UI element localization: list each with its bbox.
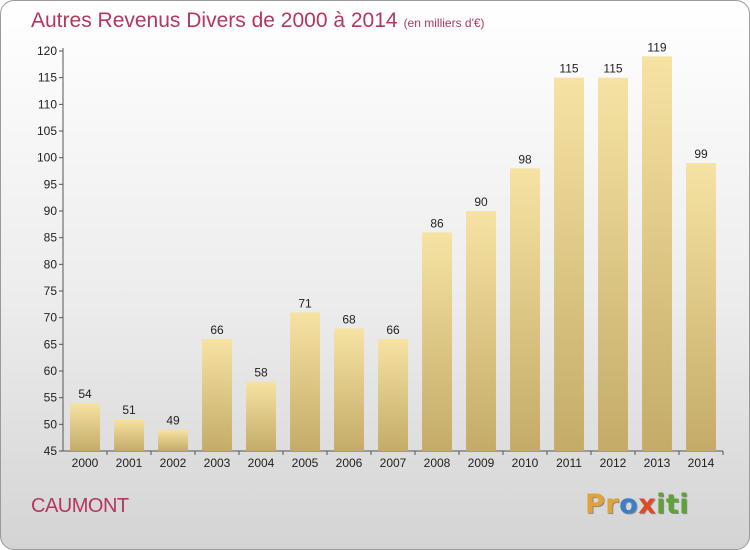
bars — [70, 56, 716, 452]
bar-value-label: 115 — [603, 62, 622, 76]
x-tick-label: 2013 — [644, 456, 671, 470]
bar-value-label: 86 — [430, 216, 444, 230]
y-tick-label: 85 — [44, 231, 58, 245]
y-tick-label: 90 — [44, 204, 58, 218]
x-tick-label: 2010 — [512, 456, 539, 470]
bar-2014 — [686, 163, 716, 451]
bar-2012 — [598, 77, 628, 452]
bar-value-label: 66 — [210, 323, 224, 337]
y-tick-label: 115 — [38, 71, 57, 85]
bar-value-label: 119 — [647, 40, 666, 54]
x-tick-label: 2007 — [380, 456, 407, 470]
logo-letter: o — [619, 489, 639, 520]
labels: 54 2000 51 2001 49 2002 66 2003 58 2004 71 2005 68 20… — [72, 40, 715, 470]
y-tick-label: 95 — [44, 177, 58, 191]
x-tick-label: 2000 — [72, 456, 99, 470]
logo-letter: x — [638, 489, 657, 520]
bar-value-label: 68 — [342, 312, 356, 326]
logo-letter: i — [656, 489, 666, 520]
bar-value-label: 58 — [254, 366, 268, 380]
y-tick-label: 45 — [44, 444, 58, 458]
bar-2005 — [290, 312, 320, 451]
bar-2010 — [510, 168, 540, 452]
x-tick-label: 2003 — [204, 456, 231, 470]
bar-value-label: 99 — [694, 147, 708, 161]
bar-2000 — [70, 403, 100, 451]
chart-subtitle: (en milliers d'€) — [403, 16, 485, 30]
x-tick-label: 2009 — [468, 456, 495, 470]
bar-value-label: 54 — [78, 387, 92, 401]
bar-value-label: 71 — [298, 296, 312, 310]
x-tick-label: 2005 — [292, 456, 319, 470]
y-tick-label: 105 — [37, 124, 57, 138]
bar-2002 — [158, 429, 188, 451]
bar-2008 — [422, 232, 452, 451]
bar-value-label: 115 — [559, 62, 578, 76]
x-tick-label: 2012 — [600, 456, 627, 470]
place-name: CAUMONT — [31, 495, 129, 517]
x-tick-label: 2001 — [116, 456, 143, 470]
bar-value-label: 98 — [518, 152, 532, 166]
bar-2001 — [114, 419, 144, 451]
x-tick-label: 2008 — [424, 456, 451, 470]
logo-letter: r — [605, 489, 620, 520]
proxiti-logo: Proxiti — [585, 489, 689, 520]
bar-2009 — [466, 211, 496, 451]
bar-value-label: 90 — [474, 195, 488, 209]
y-tick-label: 50 — [44, 417, 58, 431]
x-tick-label: 2006 — [336, 456, 363, 470]
y-tick-label: 60 — [44, 364, 58, 378]
bar-value-label: 66 — [386, 323, 400, 337]
bar-2006 — [334, 328, 364, 451]
y-tick-label: 80 — [44, 257, 58, 271]
x-tick-label: 2004 — [248, 456, 275, 470]
x-tick-label: 2014 — [688, 456, 715, 470]
y-tick-label: 100 — [37, 151, 57, 165]
bar-2013 — [642, 56, 672, 451]
logo-letter: P — [585, 489, 606, 520]
bar-value-label: 51 — [122, 403, 136, 417]
logo-letter: i — [679, 489, 690, 520]
y-tick-label: 70 — [44, 311, 58, 325]
logo-letter: t — [665, 489, 680, 520]
bar-2011 — [554, 77, 584, 452]
bar-value-label: 49 — [166, 414, 180, 428]
bar-2007 — [378, 339, 408, 451]
y-tick-label: 110 — [38, 97, 57, 111]
x-tick-label: 2011 — [556, 456, 582, 470]
bar-2003 — [202, 339, 232, 451]
x-tick-label: 2002 — [160, 456, 187, 470]
y-tick-label: 55 — [44, 391, 58, 405]
y-tick-label: 75 — [44, 284, 58, 298]
chart-title: Autres Revenus Divers de 2000 à 2014 (en … — [31, 9, 485, 33]
y-tick-label: 65 — [44, 337, 58, 351]
bar-2004 — [246, 381, 276, 451]
y-tick-label: 120 — [37, 44, 57, 58]
chart-title-text: Autres Revenus Divers de 2000 à 2014 — [31, 9, 398, 32]
